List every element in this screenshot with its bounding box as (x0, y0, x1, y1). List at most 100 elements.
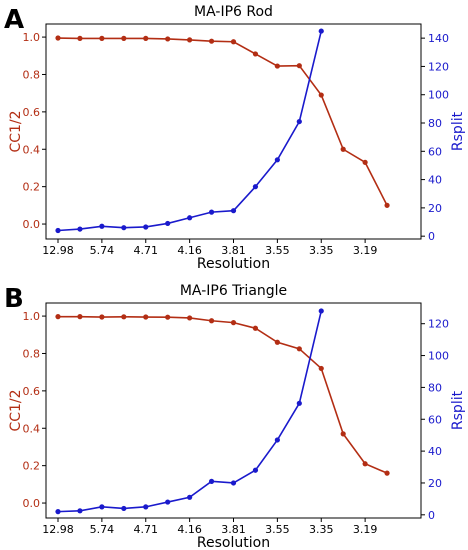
data-point (99, 504, 105, 510)
x-tick-label: 3.35 (309, 244, 334, 257)
left-axis-label: CC1/2 (8, 389, 24, 431)
data-point (274, 339, 280, 345)
right-tick-label: 140 (428, 32, 449, 45)
data-point (362, 159, 368, 165)
data-point (230, 480, 237, 486)
plot-frame (45, 302, 422, 519)
plot-frame (45, 23, 422, 240)
left-tick-label: 0.8 (23, 68, 41, 81)
right-axis-label: Rsplit (450, 390, 466, 430)
data-point (77, 226, 83, 232)
right-tick-label: 0 (428, 509, 435, 522)
panel-letter: A (4, 5, 24, 35)
left-tick-label: 0.8 (23, 347, 41, 360)
data-point (55, 35, 61, 41)
left-tick-label: 0.6 (23, 106, 41, 119)
left-tick-label: 0.0 (23, 218, 41, 231)
left-tick-label: 0.2 (23, 181, 41, 194)
data-point (384, 470, 390, 476)
x-tick-label: 5.74 (90, 244, 115, 257)
data-point (274, 157, 280, 163)
data-point (252, 184, 259, 190)
data-point (165, 314, 171, 320)
series-cc-half (55, 314, 390, 476)
series-line (57, 37, 388, 206)
data-point (55, 314, 61, 320)
data-point (208, 209, 215, 215)
data-point (384, 202, 390, 208)
data-point (318, 365, 324, 372)
data-point (165, 220, 171, 227)
right-tick-label: 0 (428, 230, 435, 243)
data-point (55, 509, 61, 515)
data-point (187, 37, 193, 43)
left-tick-label: 0.2 (23, 460, 41, 473)
panel-letter: B (4, 284, 24, 314)
data-point (230, 39, 237, 45)
x-tick-label: 3.19 (353, 244, 378, 257)
data-point (143, 504, 149, 510)
data-point (143, 224, 149, 230)
left-tick-label: 0.4 (23, 143, 41, 156)
x-tick-label: 12.98 (42, 244, 74, 257)
series-line (57, 310, 323, 513)
x-tick-label: 5.74 (90, 523, 115, 536)
data-point (318, 308, 324, 314)
data-point (165, 499, 171, 505)
data-point (296, 400, 302, 406)
right-tick-label: 20 (428, 202, 442, 215)
x-tick-label: 3.55 (265, 523, 290, 536)
x-tick-label: 3.35 (309, 523, 334, 536)
data-point (187, 315, 193, 321)
left-tick-label: 0.6 (23, 385, 41, 398)
right-tick-label: 40 (428, 445, 442, 458)
data-point (99, 35, 105, 41)
data-point (362, 461, 368, 467)
panel-b: B MA-IP6 Triangle 12.98 5.74 4.71 4.16 3.81 3.5… (4, 283, 466, 550)
x-tick-label: 4.71 (134, 244, 159, 257)
right-axis-label: Rsplit (450, 111, 466, 151)
data-point (340, 146, 346, 152)
data-point (318, 92, 324, 98)
series-line (58, 315, 388, 474)
series-line (57, 30, 323, 232)
data-point (121, 35, 127, 41)
data-point (230, 208, 237, 214)
series-rsplit (55, 308, 324, 515)
x-tick-label: 3.81 (221, 523, 246, 536)
right-tick-label: 60 (428, 145, 442, 158)
chart-title: MA-IP6 Triangle (180, 283, 287, 299)
x-tick-label: 3.19 (353, 523, 378, 536)
right-tick-label: 40 (428, 174, 442, 187)
left-axis-label: CC1/2 (8, 110, 24, 152)
x-tick-label: 3.55 (265, 244, 290, 257)
data-point (274, 63, 280, 69)
left-tick-label: 0.0 (23, 497, 41, 510)
x-tick-label: 12.98 (42, 523, 74, 536)
x-axis-label: Resolution (197, 535, 270, 550)
data-point (208, 318, 215, 324)
data-point (296, 118, 302, 125)
data-point (121, 225, 127, 231)
data-point (252, 325, 259, 331)
right-tick-label: 120 (428, 60, 449, 73)
data-point (208, 478, 215, 484)
left-tick-label: 1.0 (23, 31, 41, 44)
x-tick-label: 4.16 (177, 523, 202, 536)
data-point (252, 51, 259, 57)
data-point (77, 508, 83, 514)
right-tick-label: 100 (428, 89, 449, 102)
data-point (99, 314, 105, 320)
data-point (77, 35, 83, 41)
data-point (187, 215, 193, 221)
right-tick-label: 80 (428, 381, 442, 394)
series-cc-half (55, 35, 390, 208)
panel-a: A MA-IP6 Rod 12.98 5.74 4.71 4.16 3.81 3.55 3.35… (4, 4, 466, 272)
x-axis-label: Resolution (197, 256, 270, 272)
x-tick-label: 4.71 (134, 523, 159, 536)
data-point (55, 227, 61, 234)
right-tick-label: 80 (428, 117, 442, 130)
data-point (252, 467, 259, 473)
x-tick-label: 3.81 (221, 244, 246, 257)
